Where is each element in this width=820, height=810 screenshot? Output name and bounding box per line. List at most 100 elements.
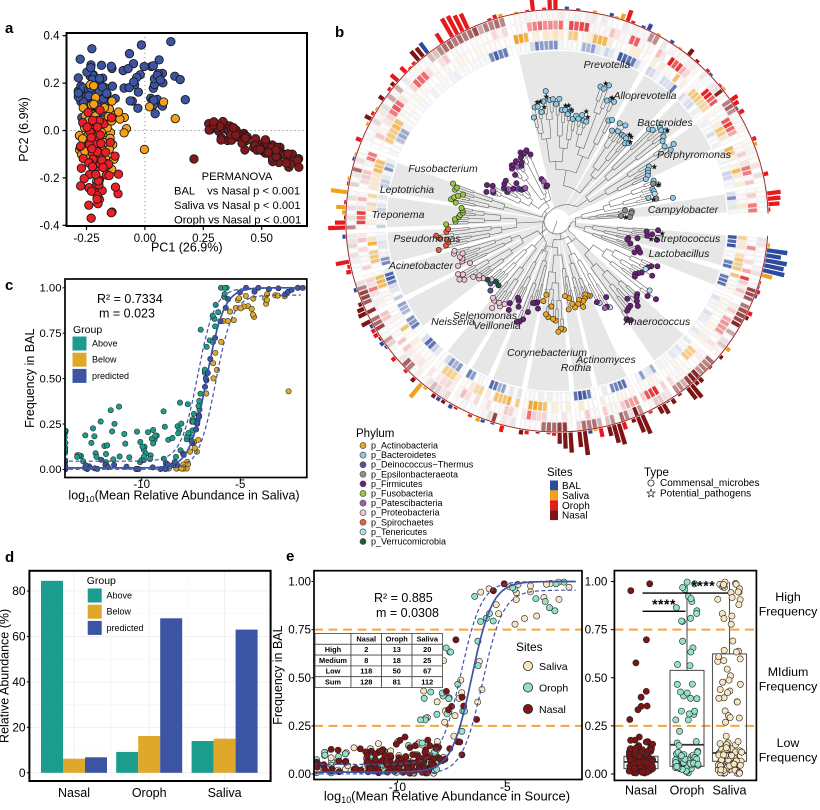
ring-cell-nasal xyxy=(450,36,460,48)
ring-cell-nasal xyxy=(350,176,361,183)
ring-cell-saliva xyxy=(731,265,742,272)
data-point-below xyxy=(242,292,249,299)
panel-e-letter: e xyxy=(286,548,295,565)
ring-cell-saliva xyxy=(532,400,538,411)
leaf-dot-fusobacteria xyxy=(453,184,460,191)
jitter-point-oroph xyxy=(687,648,695,656)
data-point-above xyxy=(97,418,104,425)
ring-cell-saliva xyxy=(718,133,729,142)
leaf-dot-firmicutes xyxy=(512,171,519,178)
ring-cell-bal xyxy=(380,178,391,185)
data-point-below xyxy=(248,305,255,312)
ring-cell-saliva xyxy=(619,42,628,53)
abundance-bar-nasal xyxy=(695,58,700,63)
data-point-below xyxy=(249,311,256,318)
abundance-bar-oroph xyxy=(399,65,408,74)
band-label: High xyxy=(775,590,801,604)
ring-cell-nasal xyxy=(346,200,357,206)
ring-cell-oroph xyxy=(632,36,642,48)
leaf-dot-patescibacteria xyxy=(540,178,547,185)
ring-cell-bal xyxy=(453,70,463,81)
ring-cell-nasal xyxy=(753,260,764,268)
ring-cell-saliva xyxy=(367,193,378,199)
group-swatch-above xyxy=(87,588,102,603)
ring-cell-nasal xyxy=(366,306,377,315)
ring-cell-nasal xyxy=(563,10,570,20)
abundance-bar-saliva xyxy=(498,13,503,18)
ring-cell-oroph xyxy=(401,90,412,101)
ring-cell-bal xyxy=(682,98,692,108)
ring-cell-saliva xyxy=(399,323,410,333)
panel-d-frame xyxy=(28,569,272,782)
permanova-line: Oroph vs Nasal p < 0.001 xyxy=(174,215,301,227)
y-tick-label: 80 xyxy=(12,584,26,598)
ring-cell-saliva xyxy=(527,400,534,410)
genus-label-porphyromonas: Porphyromonas xyxy=(657,149,732,161)
ring-cell-saliva xyxy=(642,378,651,390)
ring-cell-oroph xyxy=(665,375,675,387)
ring-cell-nasal xyxy=(751,167,762,174)
abundance-bar-bal xyxy=(576,8,581,11)
ring-cell-bal xyxy=(690,107,700,116)
y-tick-label: 0.25 xyxy=(40,419,62,431)
ring-cell-bal xyxy=(634,372,643,383)
leaf-dot-bacteroidetes xyxy=(611,98,617,105)
ring-cell-saliva xyxy=(728,158,739,166)
ring-cell-nasal xyxy=(755,251,766,258)
ring-cell-saliva xyxy=(369,180,380,187)
significance-stars: **** xyxy=(691,578,715,594)
phylum-legend-title: Phylum xyxy=(356,428,394,440)
table-value: 2 xyxy=(364,645,368,654)
ring-cell-oroph xyxy=(437,57,447,68)
site-swatch-nasal xyxy=(550,510,558,521)
ring-cell-bal xyxy=(524,42,531,53)
leaf-dot-bacteroidetes xyxy=(564,111,571,118)
abundance-bar-nasal xyxy=(640,414,653,435)
ring-cell-bal xyxy=(690,325,701,335)
jitter-point-saliva xyxy=(724,689,731,696)
data-point-nasal xyxy=(436,755,444,763)
ring-cell-oroph xyxy=(643,389,652,401)
data-point-above xyxy=(82,432,89,439)
ring-cell-saliva xyxy=(735,189,746,195)
ring-cell-oroph xyxy=(515,23,523,34)
pathogen-star-legend-icon xyxy=(645,488,657,498)
abundance-bar-oroph xyxy=(439,17,454,38)
data-point-oroph xyxy=(119,128,129,138)
data-point-nasal xyxy=(335,757,343,765)
group-legend-title: Group xyxy=(87,575,116,587)
ring-cell-bal xyxy=(401,307,412,316)
data-point-above xyxy=(152,432,159,439)
ring-cell-nasal xyxy=(422,55,432,67)
ring-cell-saliva xyxy=(724,287,735,295)
table-value: 18 xyxy=(393,656,401,665)
jitter-point-nasal xyxy=(643,759,651,767)
ring-cell-saliva xyxy=(510,396,517,407)
pathogen-star-icon xyxy=(626,131,633,138)
jitter-point-saliva xyxy=(723,665,731,673)
r-squared-label: R² = 0.885 xyxy=(374,591,433,605)
abundance-bar-nasal xyxy=(568,432,574,453)
ring-cell-nasal xyxy=(707,81,718,91)
ring-cell-nasal xyxy=(664,388,674,400)
abundance-bar-oroph xyxy=(625,9,634,22)
ring-cell-oroph xyxy=(359,255,370,262)
ring-cell-nasal xyxy=(524,419,531,430)
ring-cell-bal xyxy=(710,293,721,302)
ring-cell-saliva xyxy=(723,145,734,153)
ring-cell-nasal xyxy=(380,330,391,340)
ring-cell-bal xyxy=(390,145,402,154)
ring-cell-saliva xyxy=(366,215,376,220)
abundance-bar-nasal xyxy=(687,48,695,57)
ring-cell-bal xyxy=(727,204,738,210)
leaf-dot-bacteroidetes xyxy=(530,114,537,121)
ring-cell-nasal xyxy=(663,42,673,53)
jitter-point-saliva xyxy=(721,707,729,715)
ring-cell-bal xyxy=(630,374,639,385)
band-label: Frequency xyxy=(759,680,818,694)
ring-cell-bal xyxy=(601,385,608,396)
jitter-point-saliva xyxy=(738,748,745,756)
